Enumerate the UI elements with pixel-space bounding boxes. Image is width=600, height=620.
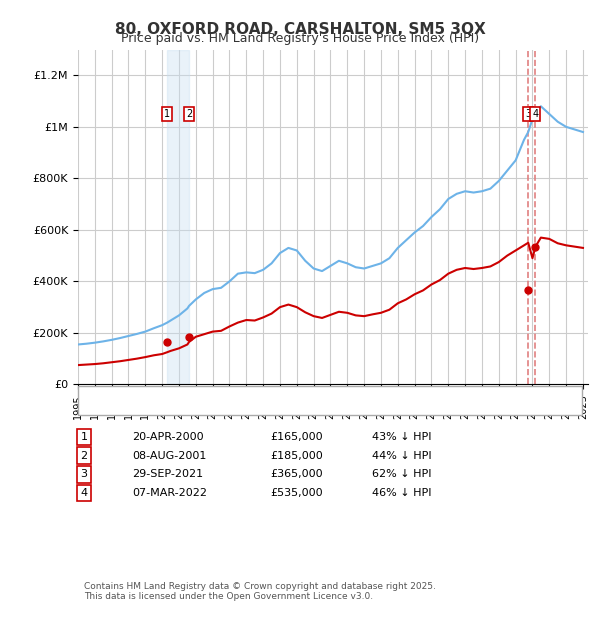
Text: £165,000: £165,000: [270, 432, 323, 442]
Text: 80, OXFORD ROAD, CARSHALTON, SM5 3QX (detached house): 80, OXFORD ROAD, CARSHALTON, SM5 3QX (de…: [132, 391, 455, 401]
Text: 20-APR-2000: 20-APR-2000: [132, 432, 203, 442]
Text: 2: 2: [186, 109, 192, 119]
Bar: [167, 50, 189, 384]
Text: ——: ——: [93, 401, 121, 415]
Text: 43% ↓ HPI: 43% ↓ HPI: [372, 432, 431, 442]
Text: £365,000: £365,000: [270, 469, 323, 479]
Text: £185,000: £185,000: [270, 451, 323, 461]
Text: 07-MAR-2022: 07-MAR-2022: [132, 488, 207, 498]
Text: 46% ↓ HPI: 46% ↓ HPI: [372, 488, 431, 498]
Text: 08-AUG-2001: 08-AUG-2001: [132, 451, 206, 461]
Text: 44% ↓ HPI: 44% ↓ HPI: [372, 451, 431, 461]
Text: 1: 1: [80, 432, 88, 442]
Text: 4: 4: [80, 488, 88, 498]
Text: £535,000: £535,000: [270, 488, 323, 498]
Text: 1: 1: [164, 109, 170, 119]
Text: Contains HM Land Registry data © Crown copyright and database right 2025.
This d: Contains HM Land Registry data © Crown c…: [84, 582, 436, 601]
Text: 62% ↓ HPI: 62% ↓ HPI: [372, 469, 431, 479]
Text: Price paid vs. HM Land Registry's House Price Index (HPI): Price paid vs. HM Land Registry's House …: [121, 32, 479, 45]
Text: 80, OXFORD ROAD, CARSHALTON, SM5 3QX (detached house): 80, OXFORD ROAD, CARSHALTON, SM5 3QX (de…: [135, 391, 458, 401]
Text: 4: 4: [532, 109, 539, 119]
Text: 29-SEP-2021: 29-SEP-2021: [132, 469, 203, 479]
Text: HPI: Average price, detached house, Sutton: HPI: Average price, detached house, Sutt…: [132, 403, 359, 413]
Text: 80, OXFORD ROAD, CARSHALTON, SM5 3QX: 80, OXFORD ROAD, CARSHALTON, SM5 3QX: [115, 22, 485, 37]
Text: 2: 2: [80, 451, 88, 461]
Text: 3: 3: [80, 469, 88, 479]
Text: —: —: [96, 384, 115, 403]
Text: 3: 3: [525, 109, 532, 119]
Text: HPI: Average price, detached house, Sutton: HPI: Average price, detached house, Sutt…: [135, 403, 362, 413]
Text: ——: ——: [93, 389, 121, 402]
Text: —: —: [96, 397, 115, 415]
